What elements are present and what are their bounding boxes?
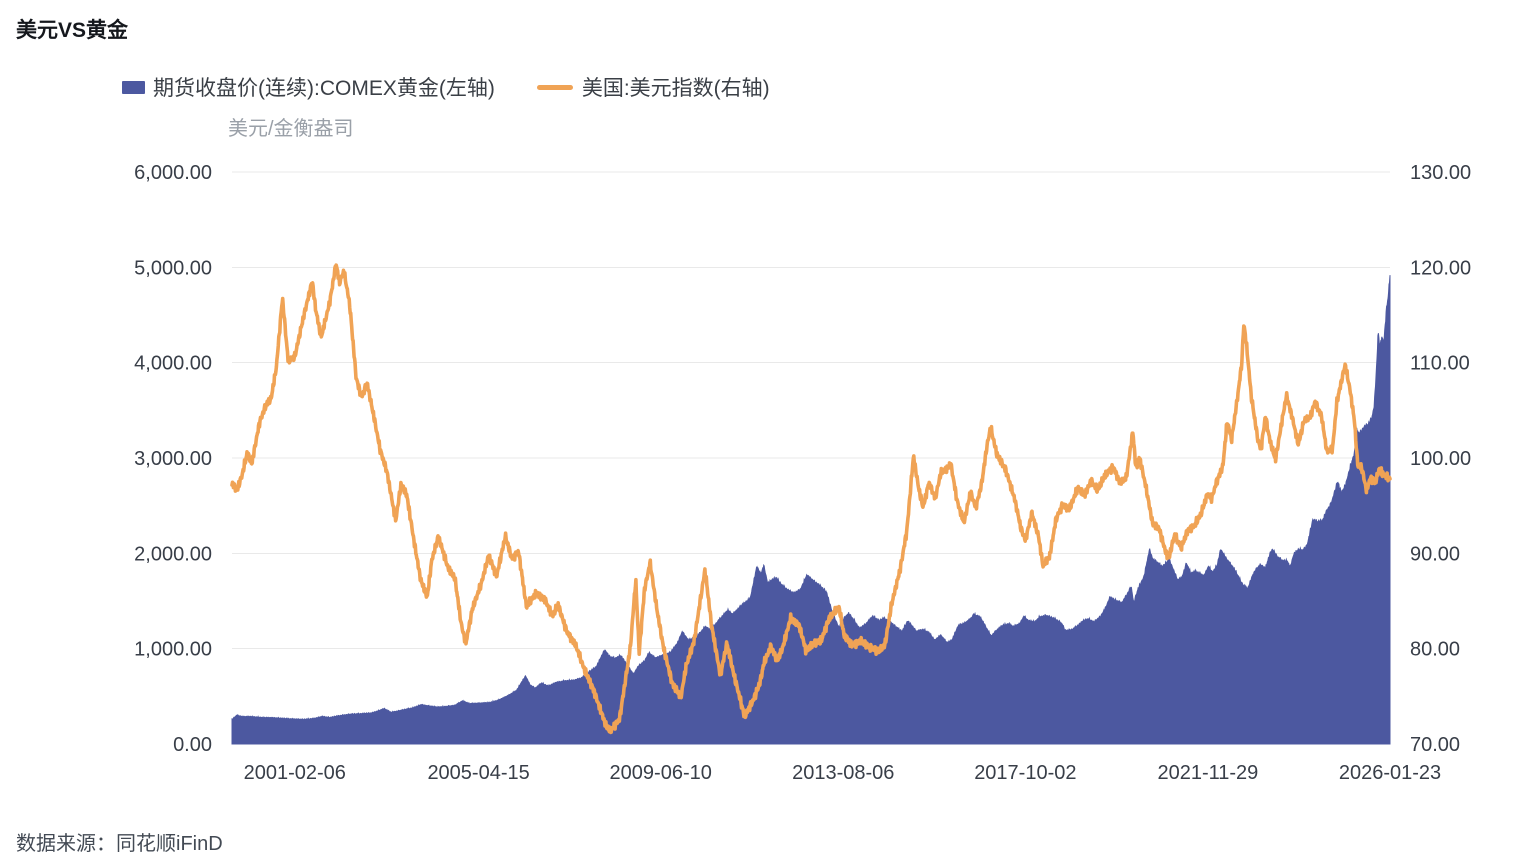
left-axis-tick-label: 2,000.00 bbox=[134, 543, 212, 565]
gold-area-swatch-icon bbox=[122, 80, 145, 94]
x-axis-tick-label: 2009-06-10 bbox=[610, 762, 712, 784]
chart-legend: 期货收盘价(连续):COMEX黄金(左轴) 美国:美元指数(右轴) bbox=[122, 72, 770, 102]
right-axis-tick-label: 80.00 bbox=[1410, 639, 1460, 661]
legend-item-dollar-index: 美国:美元指数(右轴) bbox=[536, 72, 770, 102]
right-axis-tick-label: 110.00 bbox=[1410, 353, 1470, 375]
x-axis-tick-label: 2013-08-06 bbox=[792, 762, 894, 784]
x-axis-tick-label: 2005-04-15 bbox=[427, 762, 529, 784]
right-axis-tick-label: 100.00 bbox=[1410, 448, 1471, 470]
dollar-line-swatch-icon bbox=[536, 84, 573, 90]
legend-label-gold: 期货收盘价(连续):COMEX黄金(左轴) bbox=[153, 77, 495, 100]
legend-item-gold: 期货收盘价(连续):COMEX黄金(左轴) bbox=[122, 72, 495, 102]
right-axis-tick-label: 90.00 bbox=[1410, 543, 1460, 565]
data-source: 数据来源：同花顺iFinD bbox=[16, 833, 223, 855]
right-axis-tick-label: 70.00 bbox=[1410, 734, 1460, 756]
legend-label-dollar-index: 美国:美元指数(右轴) bbox=[581, 77, 770, 100]
right-axis-tick-label: 130.00 bbox=[1410, 162, 1471, 184]
x-axis-tick-label: 2026-01-23 bbox=[1339, 762, 1441, 784]
left-axis-tick-label: 6,000.00 bbox=[134, 162, 212, 184]
left-axis-unit-label: 美元/金衡盎司 bbox=[228, 118, 354, 140]
page-title: 美元VS黄金 bbox=[16, 19, 129, 42]
left-axis-tick-label: 0.00 bbox=[173, 734, 212, 756]
left-axis-tick-label: 5,000.00 bbox=[134, 257, 212, 279]
left-axis-tick-label: 1,000.00 bbox=[134, 639, 212, 661]
x-axis-tick-label: 2017-10-02 bbox=[974, 762, 1076, 784]
gold-price-area-series bbox=[231, 275, 1391, 745]
dollar-index-line-series bbox=[230, 263, 1392, 735]
left-axis-tick-label: 3,000.00 bbox=[134, 448, 212, 470]
x-axis-tick-label: 2021-11-29 bbox=[1157, 762, 1258, 784]
x-axis-tick-label: 2001-02-06 bbox=[244, 762, 346, 784]
left-axis-tick-label: 4,000.00 bbox=[134, 353, 212, 375]
right-axis-tick-label: 120.00 bbox=[1410, 257, 1471, 279]
